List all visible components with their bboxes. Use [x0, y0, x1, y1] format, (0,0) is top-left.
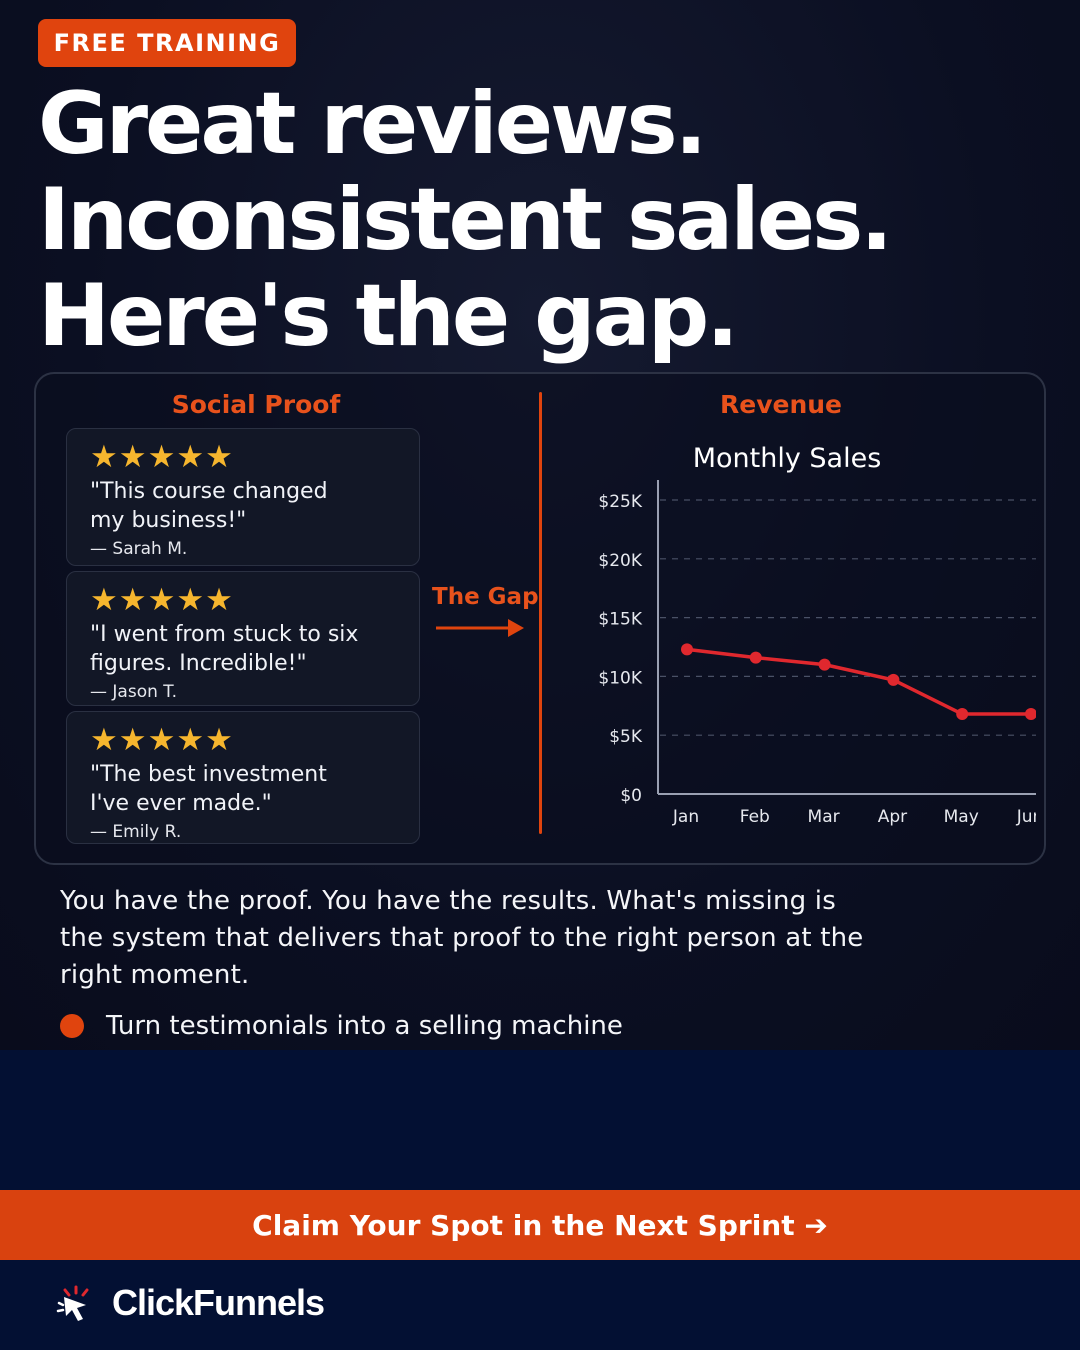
- brand-name: ClickFunnels: [112, 1282, 325, 1323]
- review-quote-line: figures. Incredible!": [90, 651, 307, 676]
- y-tick-label: $10K: [598, 668, 642, 688]
- review-quote: "I went from stuck to six figures. Incre…: [90, 620, 419, 678]
- sales-series-line: [686, 647, 1031, 716]
- data-point: [681, 643, 693, 656]
- clickfunnels-cursor-icon: [56, 1285, 89, 1321]
- arrow-right-icon: [436, 619, 524, 637]
- social-proof-title: Social Proof: [171, 390, 341, 419]
- y-tick-label: $15K: [598, 610, 642, 630]
- review-quote-line: "The best investment: [90, 762, 327, 787]
- gap-label: The Gap: [432, 584, 539, 610]
- x-tick-label: Feb: [740, 807, 770, 827]
- x-tick-label: Mar: [808, 807, 840, 827]
- revenue-title: Revenue: [719, 390, 842, 419]
- review-quote-line: I've ever made.": [90, 791, 272, 816]
- review-card: ★★★★★ "I went from stuck to six figures.…: [66, 571, 420, 706]
- x-tick-label: Jun: [1016, 807, 1036, 827]
- five-star-rating-icon: ★★★★★: [90, 439, 234, 475]
- body-paragraph: You have the proof. You have the results…: [60, 886, 864, 990]
- data-point: [1025, 708, 1036, 721]
- y-tick-label: $25K: [598, 492, 642, 512]
- x-tick-label: Apr: [878, 807, 907, 827]
- chart-title: Monthly Sales: [693, 443, 882, 474]
- free-training-badge: FREE TRAINING: [38, 19, 296, 67]
- data-point: [749, 651, 762, 664]
- column-divider: [539, 392, 542, 834]
- data-point: [887, 673, 900, 686]
- review-card: ★★★★★ "The best investment I've ever mad…: [66, 711, 420, 844]
- review-quote-line: my business!": [90, 508, 247, 533]
- headline-line-3: Here's the gap.: [38, 266, 739, 366]
- review-quote: "The best investment I've ever made.": [90, 760, 419, 818]
- x-tick-label: May: [944, 807, 979, 827]
- claim-spot-button[interactable]: Claim Your Spot in the Next Sprint ➔: [0, 1190, 1080, 1260]
- bullet-text: Turn testimonials into a selling machine: [106, 1011, 623, 1041]
- monthly-sales-chart: Monthly Sales $0 $5K $10K $15K $20K $25K Jan F…: [598, 443, 1036, 827]
- five-star-rating-icon: ★★★★★: [90, 722, 234, 758]
- data-point: [818, 658, 831, 671]
- bullet-dot-icon: [60, 1014, 84, 1038]
- data-point: [956, 708, 969, 721]
- y-tick-label: $0: [620, 786, 642, 806]
- review-quote: "This course changed my business!": [90, 477, 419, 535]
- review-author: — Jason T.: [90, 682, 178, 702]
- clickfunnels-logo[interactable]: ClickFunnels: [56, 1282, 325, 1324]
- review-card: ★★★★★ "This course changed my business!"…: [66, 428, 420, 566]
- headline: Great reviews. Inconsistent sales. Here'…: [38, 76, 1058, 364]
- y-tick-label: $5K: [609, 727, 643, 747]
- review-quote-line: "I went from stuck to six: [90, 622, 359, 647]
- x-tick-label: Jan: [672, 807, 699, 827]
- comparison-panel: Social Proof Revenue ★★★★★ "This course …: [34, 372, 1046, 865]
- review-author: — Sarah M.: [90, 539, 188, 559]
- headline-line-1: Great reviews.: [38, 74, 707, 174]
- five-star-rating-icon: ★★★★★: [90, 582, 234, 618]
- headline-line-2: Inconsistent sales.: [38, 170, 893, 270]
- review-quote-line: "This course changed: [90, 479, 328, 504]
- y-tick-label: $20K: [598, 551, 642, 571]
- review-author: — Emily R.: [90, 822, 182, 842]
